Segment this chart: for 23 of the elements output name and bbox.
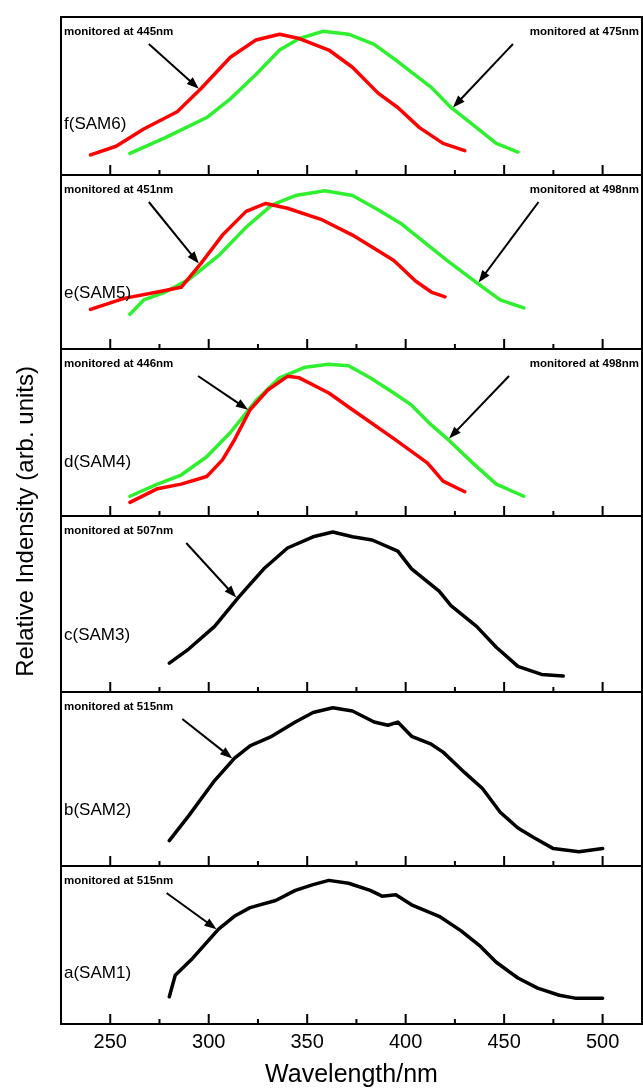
annotation: f(SAM6): [64, 114, 127, 134]
annotation: d(SAM4): [64, 452, 132, 472]
x-tick-label: 400: [388, 1029, 423, 1052]
annotation: monitored at 515nm: [64, 700, 174, 713]
annotation: monitored at 507nm: [64, 524, 174, 537]
annotation: b(SAM2): [64, 800, 132, 820]
x-tick-label: 250: [93, 1029, 127, 1052]
x-tick-label: 450: [487, 1029, 521, 1052]
annotation: a(SAM1): [64, 963, 132, 983]
x-tick-label: 350: [290, 1029, 324, 1052]
x-axis-title: Wavelength/nm: [265, 1058, 438, 1087]
annotation: e(SAM5): [64, 283, 132, 303]
y-axis-title: Relative Indensity (arb. units): [11, 366, 39, 677]
annotation: monitored at 498nm: [529, 357, 639, 370]
annotation: monitored at 446nm: [64, 357, 174, 370]
annotation: c(SAM3): [64, 625, 131, 645]
x-tick-label: 300: [192, 1029, 226, 1052]
annotation: monitored at 475nm: [529, 25, 639, 38]
annotation: monitored at 498nm: [529, 183, 639, 196]
annotation: monitored at 515nm: [64, 874, 174, 887]
annotation: monitored at 445nm: [64, 25, 174, 38]
x-tick-label: 500: [585, 1029, 620, 1052]
annotation: monitored at 451nm: [64, 183, 174, 196]
